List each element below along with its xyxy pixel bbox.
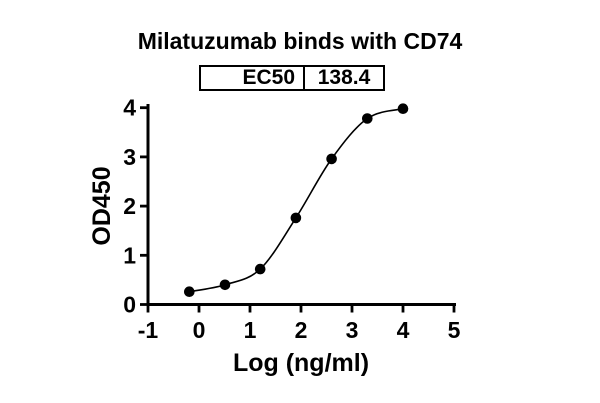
x-axis-label: Log (ng/ml) (233, 349, 369, 377)
y-tick-label: 0 (123, 292, 136, 318)
y-tick-label: 2 (123, 193, 136, 219)
data-point (362, 113, 373, 124)
x-tick-label: 2 (295, 317, 308, 343)
ec50-label-cell: EC50 (201, 66, 305, 89)
data-point (290, 212, 302, 224)
data-point (219, 279, 231, 291)
y-tick-label: 1 (123, 242, 136, 268)
data-point (184, 286, 195, 298)
x-tick-label: -1 (138, 317, 159, 343)
y-axis-label: OD450 (88, 166, 116, 245)
ec50-value-cell: 138.4 (317, 66, 371, 89)
x-tick-label: 5 (448, 317, 461, 343)
data-point (326, 153, 337, 165)
x-tick-label: 3 (346, 317, 359, 343)
data-point (254, 263, 266, 275)
x-tick-label: 1 (244, 317, 257, 343)
ec50-table: EC50 138.4 (199, 65, 385, 91)
data-point (397, 103, 409, 114)
x-tick-label: 0 (193, 317, 206, 343)
x-tick-label: 4 (397, 317, 410, 343)
y-tick-label: 3 (123, 144, 136, 170)
fit-curve (189, 107, 404, 293)
chart-title: Milatuzumab binds with CD74 (137, 28, 463, 54)
y-tick-label: 4 (123, 95, 136, 121)
